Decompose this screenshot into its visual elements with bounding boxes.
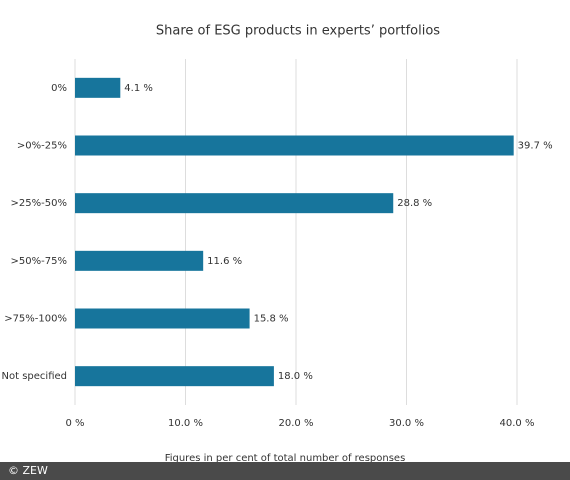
- footer-bar: [0, 462, 570, 480]
- chart-title: Share of ESG products in experts’ portfo…: [156, 24, 440, 39]
- bar: [75, 77, 121, 98]
- x-tick-label: 40.0 %: [500, 418, 535, 429]
- y-tick-label: >75%-100%: [4, 314, 67, 325]
- value-label: 18.0 %: [278, 371, 313, 382]
- y-tick-label: >0%-25%: [17, 141, 67, 152]
- x-axis-label: Figures in per cent of total number of r…: [165, 453, 406, 464]
- y-tick-label: Not specified: [2, 371, 67, 382]
- value-label: 39.7 %: [518, 141, 553, 152]
- bar: [75, 193, 394, 214]
- bar: [75, 308, 250, 329]
- bar: [75, 135, 514, 156]
- value-label: 11.6 %: [207, 256, 242, 267]
- y-tick-label: >25%-50%: [11, 198, 67, 209]
- bar: [75, 366, 274, 387]
- x-tick-label: 30.0 %: [389, 418, 424, 429]
- y-tick-label: 0%: [51, 83, 67, 94]
- value-label: 28.8 %: [397, 198, 432, 209]
- x-tick-label: 10.0 %: [168, 418, 203, 429]
- x-tick-label: 0 %: [65, 418, 84, 429]
- y-tick-label: >50%-75%: [11, 256, 67, 267]
- footer-text: © ZEW: [8, 464, 48, 477]
- x-tick-label: 20.0 %: [279, 418, 314, 429]
- value-label: 15.8 %: [254, 314, 289, 325]
- bar: [75, 250, 204, 271]
- value-label: 4.1 %: [124, 83, 153, 94]
